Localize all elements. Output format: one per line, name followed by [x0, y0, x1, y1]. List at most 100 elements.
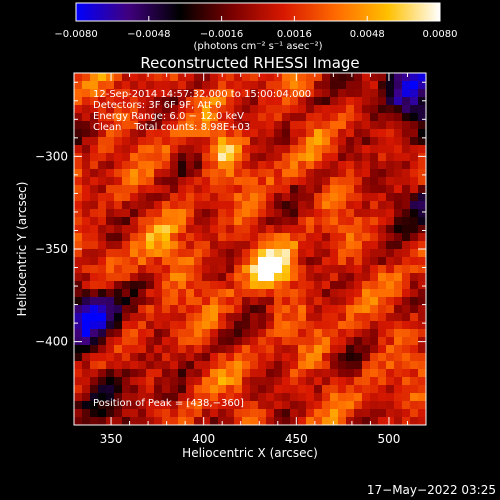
heatmap-cell — [122, 353, 131, 362]
heatmap-cell — [130, 377, 139, 386]
heatmap-cell — [306, 417, 315, 426]
heatmap-cell — [306, 97, 315, 106]
heatmap-cell — [210, 185, 219, 194]
heatmap-cell — [266, 105, 275, 114]
heatmap-cell — [266, 225, 275, 234]
heatmap-cell — [138, 417, 147, 426]
heatmap-cell — [186, 289, 195, 298]
heatmap-cell — [290, 193, 299, 202]
heatmap-cell — [266, 177, 275, 186]
heatmap-cell — [386, 409, 395, 418]
heatmap-cell — [258, 385, 267, 394]
heatmap-cell — [114, 169, 123, 178]
heatmap-cell — [130, 313, 139, 322]
heatmap-cell — [90, 353, 99, 362]
heatmap-cell — [330, 193, 339, 202]
heatmap-cell — [394, 305, 403, 314]
heatmap-cell — [306, 409, 315, 418]
heatmap-cell — [234, 393, 243, 402]
heatmap-cell — [346, 177, 355, 186]
heatmap-cell — [178, 73, 187, 82]
heatmap-cell — [338, 185, 347, 194]
heatmap-cell — [178, 361, 187, 370]
heatmap-cell — [402, 337, 411, 346]
heatmap-cell — [146, 209, 155, 218]
heatmap-cell — [114, 209, 123, 218]
heatmap-cell — [306, 385, 315, 394]
heatmap-cell — [394, 337, 403, 346]
heatmap-cell — [402, 265, 411, 274]
heatmap-cell — [322, 225, 331, 234]
heatmap-cell — [394, 361, 403, 370]
heatmap-cell — [98, 321, 107, 330]
heatmap-cell — [194, 249, 203, 258]
heatmap-cell — [162, 113, 171, 122]
heatmap-cell — [162, 209, 171, 218]
heatmap-cell — [418, 369, 427, 378]
heatmap-cell — [98, 281, 107, 290]
heatmap-cell — [378, 153, 387, 162]
heatmap-cell — [378, 137, 387, 146]
heatmap-cell — [410, 297, 419, 306]
heatmap-cell — [378, 241, 387, 250]
heatmap-cell — [346, 217, 355, 226]
heatmap-cell — [274, 233, 283, 242]
heatmap-cell — [386, 145, 395, 154]
heatmap-cell — [298, 273, 307, 282]
heatmap-cell — [322, 129, 331, 138]
heatmap-cell — [266, 313, 275, 322]
heatmap-cell — [266, 361, 275, 370]
heatmap-cell — [330, 321, 339, 330]
heatmap-cell — [138, 225, 147, 234]
heatmap-cell — [202, 385, 211, 394]
heatmap-cell — [354, 393, 363, 402]
heatmap-cell — [226, 329, 235, 338]
heatmap-cell — [178, 209, 187, 218]
heatmap-cell — [162, 409, 171, 418]
heatmap-cell — [418, 121, 427, 130]
heatmap-cell — [138, 345, 147, 354]
heatmap-cell — [394, 345, 403, 354]
heatmap-cell — [98, 201, 107, 210]
heatmap-cell — [410, 217, 419, 226]
heatmap-cell — [266, 401, 275, 410]
heatmap-cell — [282, 209, 291, 218]
heatmap-cell — [258, 377, 267, 386]
heatmap-cell — [98, 289, 107, 298]
heatmap-cell — [330, 305, 339, 314]
heatmap-cell — [346, 81, 355, 90]
heatmap-cell — [194, 393, 203, 402]
heatmap-cell — [290, 297, 299, 306]
heatmap-cell — [282, 337, 291, 346]
heatmap-cell — [194, 345, 203, 354]
heatmap-cell — [226, 97, 235, 106]
heatmap-cell — [74, 393, 83, 402]
heatmap-cell — [114, 145, 123, 154]
heatmap-cell — [154, 153, 163, 162]
heatmap-cell — [98, 193, 107, 202]
heatmap-cell — [242, 97, 251, 106]
heatmap-cell — [354, 305, 363, 314]
heatmap-cell — [266, 345, 275, 354]
heatmap-cell — [170, 185, 179, 194]
heatmap-cell — [106, 209, 115, 218]
colorbar-tick-label: 0.0048 — [350, 29, 385, 40]
heatmap-cell — [122, 321, 131, 330]
heatmap-cell — [298, 409, 307, 418]
heatmap-cell — [98, 73, 107, 82]
heatmap-cell — [306, 121, 315, 130]
heatmap-cell — [338, 313, 347, 322]
heatmap-cell — [202, 281, 211, 290]
heatmap-cell — [138, 89, 147, 98]
heatmap-cell — [186, 225, 195, 234]
heatmap-cell — [90, 385, 99, 394]
heatmap-cell — [146, 233, 155, 242]
heatmap-cell — [210, 385, 219, 394]
heatmap-cell — [258, 105, 267, 114]
heatmap-cell — [90, 209, 99, 218]
heatmap-cell — [242, 233, 251, 242]
heatmap-cell — [210, 121, 219, 130]
heatmap-cell — [194, 153, 203, 162]
heatmap-cell — [226, 209, 235, 218]
heatmap-cell — [242, 265, 251, 274]
